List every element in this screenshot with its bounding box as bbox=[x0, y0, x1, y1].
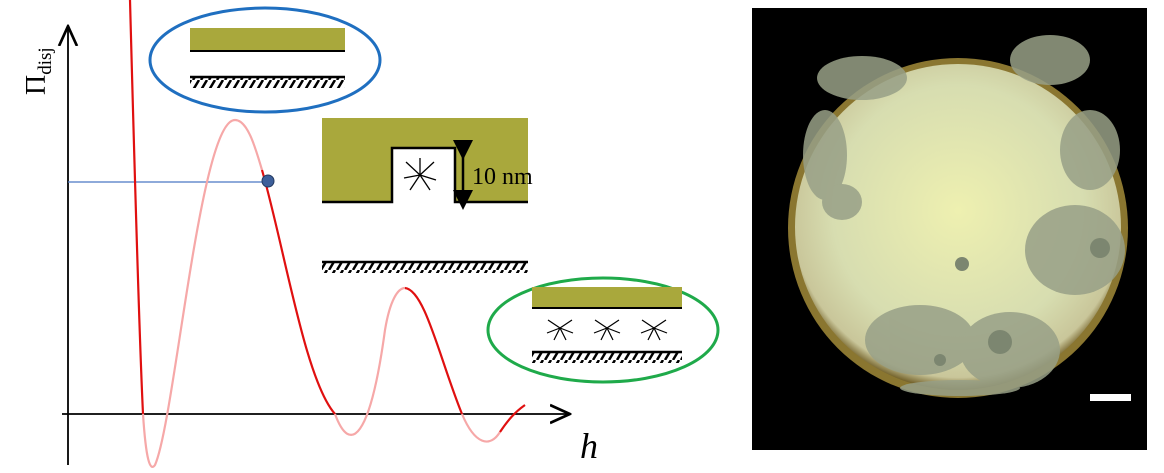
disjoining-curve bbox=[130, 0, 525, 467]
state-point bbox=[262, 175, 274, 187]
scale-label: 10 nm bbox=[472, 164, 533, 190]
figure: Πdisj h 10 nm bbox=[0, 0, 1164, 473]
inset-thick-film bbox=[150, 8, 380, 112]
y-axis-label: Πdisj bbox=[21, 47, 56, 95]
x-axis-label: h bbox=[580, 426, 598, 466]
inset-micelle-layer bbox=[488, 278, 718, 382]
inset-micelle-gap bbox=[322, 118, 528, 273]
photo bbox=[752, 8, 1147, 450]
